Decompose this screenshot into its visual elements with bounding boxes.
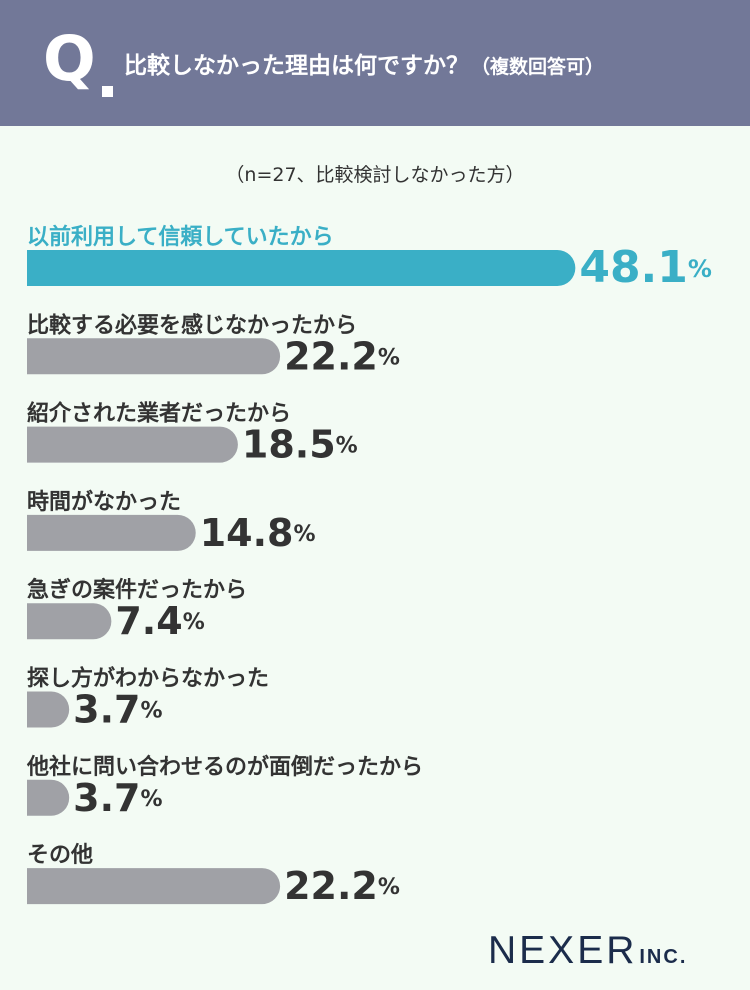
value-unit: %	[336, 434, 358, 459]
value-label: 18.5%	[242, 422, 358, 466]
bar	[27, 779, 70, 816]
category-label: 他社に問い合わせるのが面倒だったから	[26, 754, 423, 780]
value-number: 7.4	[115, 599, 182, 643]
category-label: 比較する必要を感じなかったから	[27, 312, 357, 338]
value-unit: %	[141, 699, 163, 724]
logo-suffix: INC.	[639, 946, 688, 968]
question-note: （複数回答可）	[471, 56, 605, 78]
bar	[27, 868, 281, 905]
logo-name: NEXER	[488, 929, 638, 972]
category-label: 紹介された業者だったから	[27, 401, 291, 427]
value-label: 22.2%	[284, 334, 400, 378]
bar	[27, 250, 576, 286]
value-number: 18.5	[242, 422, 336, 466]
value-label: 7.4%	[115, 599, 204, 643]
question-header: Q 比較しなかった理由は何ですか？ （複数回答可）	[0, 0, 750, 126]
category-label: 時間がなかった	[27, 489, 181, 515]
sample-size-note: （n=27、比較検討しなかった方）	[225, 164, 525, 186]
value-number: 14.8	[200, 510, 294, 554]
category-label: 以前利用して信頼していたから	[27, 224, 334, 250]
bar	[27, 691, 70, 728]
nexer-logo: NEXER INC.	[488, 929, 687, 973]
bar	[27, 338, 281, 375]
value-unit: %	[378, 345, 400, 370]
value-label: 22.2%	[284, 864, 400, 908]
value-unit: %	[183, 610, 205, 635]
bar	[27, 426, 238, 463]
question-text: 比較しなかった理由は何ですか？	[124, 53, 469, 79]
value-label: 3.7%	[73, 775, 162, 819]
category-label: 探し方がわからなかった	[27, 666, 269, 692]
value-number: 22.2	[284, 864, 378, 908]
value-label: 14.8%	[200, 510, 316, 554]
value-number: 3.7	[73, 687, 140, 731]
category-label: 急ぎの案件だったから	[27, 577, 247, 603]
value-unit: %	[688, 255, 712, 283]
q-mark-dot	[102, 86, 113, 97]
q-mark: Q	[43, 22, 96, 95]
value-label: 48.1%	[579, 242, 712, 293]
value-unit: %	[378, 875, 400, 900]
bar	[27, 603, 112, 640]
question-title: 比較しなかった理由は何ですか？ （複数回答可）	[124, 46, 604, 80]
value-number: 3.7	[73, 775, 140, 819]
value-label: 3.7%	[73, 687, 162, 731]
value-unit: %	[293, 522, 315, 547]
bar	[27, 514, 196, 551]
value-unit: %	[141, 787, 163, 812]
value-number: 48.1	[579, 242, 688, 293]
value-number: 22.2	[284, 334, 378, 378]
category-label: その他	[27, 843, 93, 868]
